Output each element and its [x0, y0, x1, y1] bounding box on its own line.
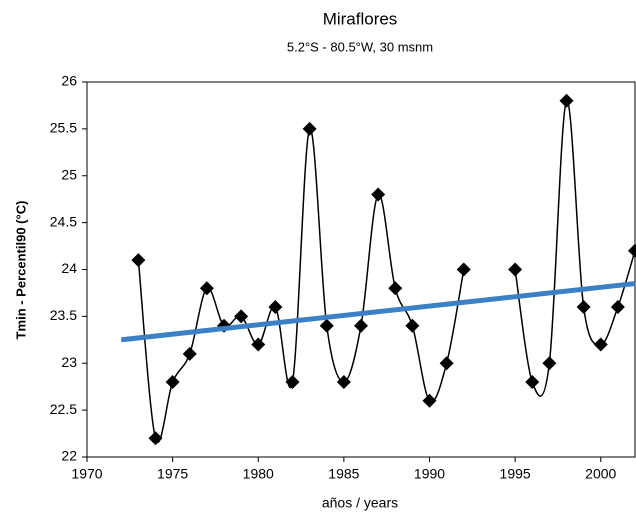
chart-subtitle: 5.2°S - 80.5°W, 30 msnm — [287, 39, 433, 54]
data-point — [182, 346, 197, 361]
chart-title: Miraflores — [323, 9, 398, 28]
data-point — [354, 318, 368, 333]
x-tick-label: 1985 — [328, 466, 359, 482]
data-point — [319, 318, 334, 333]
data-point — [422, 393, 437, 408]
data-point — [559, 93, 574, 108]
x-tick-label: 1970 — [71, 466, 102, 482]
data-point — [388, 281, 403, 296]
data-point — [199, 281, 214, 296]
data-point — [610, 300, 625, 314]
trend-line — [120, 281, 636, 343]
data-point — [576, 300, 591, 314]
y-tick-label: 24 — [61, 260, 77, 276]
data-point — [148, 431, 163, 446]
data-line — [514, 99, 636, 397]
data-point — [405, 318, 420, 333]
y-tick-label: 23 — [61, 354, 77, 370]
data-point — [456, 262, 471, 277]
y-axis-label: Tmin - Percentil90 (°C) — [13, 201, 28, 340]
data-point — [165, 375, 180, 389]
data-point — [234, 309, 249, 324]
y-tick-label: 24.5 — [50, 213, 77, 229]
data-point — [439, 356, 454, 371]
data-point — [251, 337, 266, 352]
y-tick-label: 25.5 — [50, 120, 77, 136]
data-point — [336, 375, 351, 389]
data-point — [593, 337, 608, 352]
data-point — [285, 375, 300, 389]
data-point — [542, 356, 557, 371]
x-tick-label: 1975 — [157, 466, 188, 482]
data-point — [268, 300, 283, 314]
x-tick-label: 1995 — [500, 466, 531, 482]
x-axis-label: años / years — [322, 495, 398, 511]
x-tick-label: 1980 — [243, 466, 274, 482]
x-tick-label: 1990 — [414, 466, 445, 482]
data-point — [525, 375, 540, 389]
data-line — [137, 128, 465, 443]
data-point — [302, 121, 317, 136]
data-point — [628, 243, 636, 258]
y-tick-label: 25 — [61, 166, 77, 182]
x-tick-label: 2000 — [585, 466, 616, 482]
data-point — [508, 262, 523, 277]
y-tick-label: 22 — [61, 448, 77, 464]
plot-frame — [86, 81, 636, 458]
data-point — [371, 187, 386, 202]
y-tick-label: 22.5 — [50, 401, 77, 417]
y-tick-label: 23.5 — [50, 307, 77, 323]
data-point — [131, 253, 146, 268]
y-tick-label: 26 — [61, 73, 77, 89]
